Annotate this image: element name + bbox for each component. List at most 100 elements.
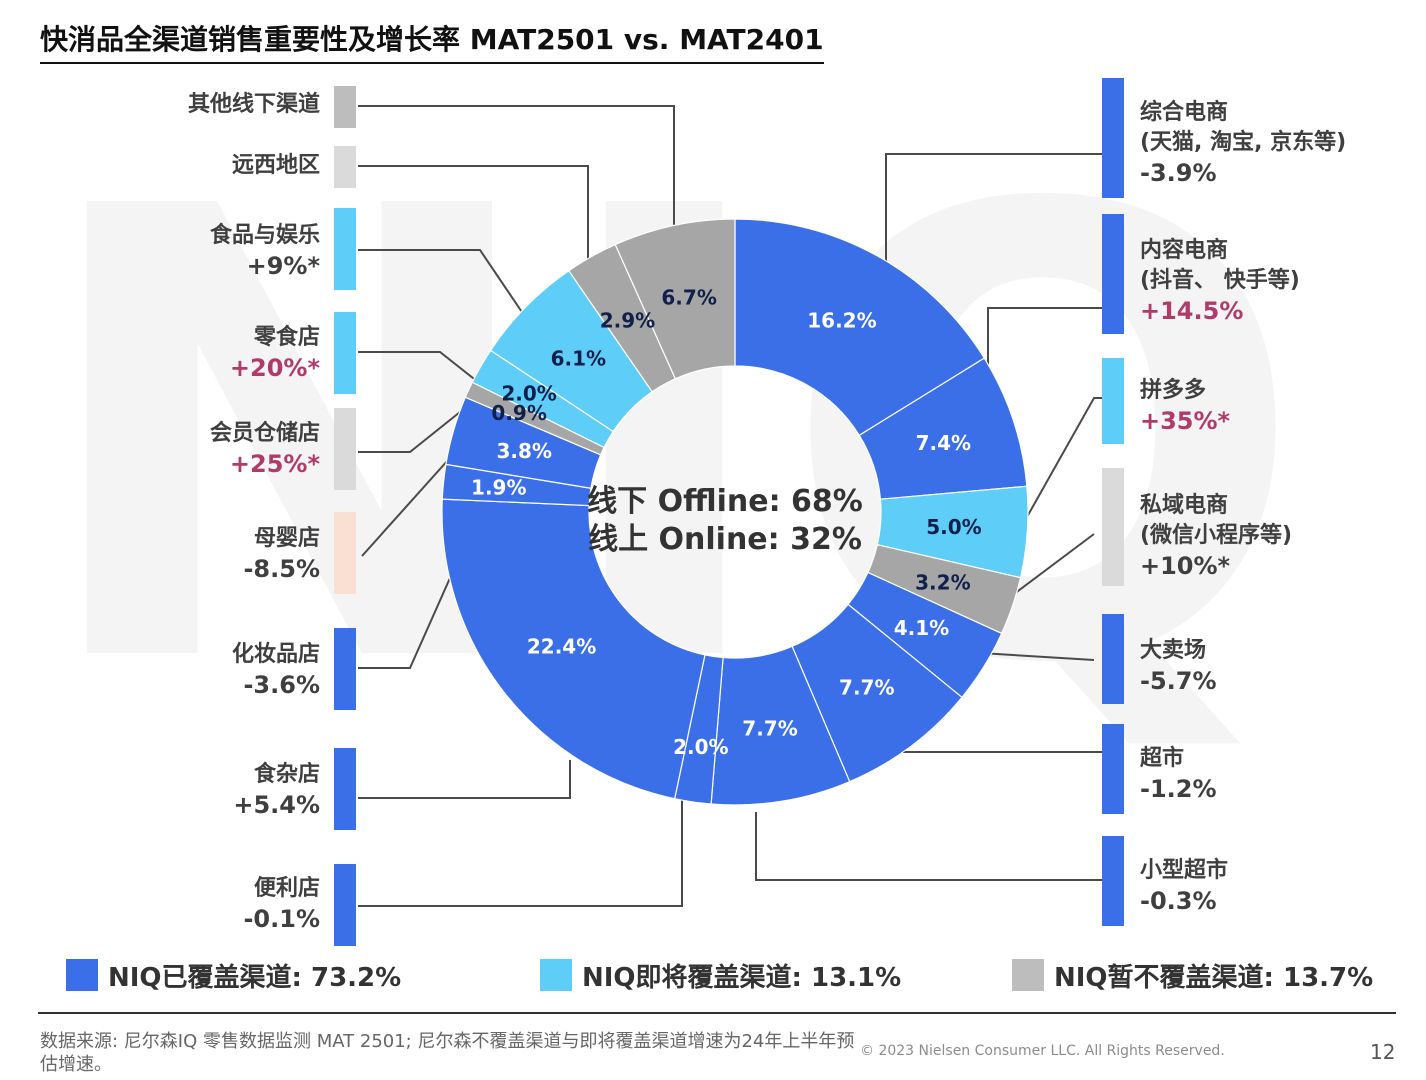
channel-label-general-ecommerce: 综合电商 (天猫, 淘宝, 京东等) -3.9% xyxy=(1140,98,1346,188)
channel-growth: -8.5% xyxy=(243,555,320,583)
slice-value-label: 7.4% xyxy=(916,431,971,455)
channel-growth: -0.1% xyxy=(243,905,320,933)
channel-bar-maternal-baby xyxy=(334,512,356,594)
channel-name: 内容电商 xyxy=(1140,238,1229,263)
leader-line xyxy=(987,307,1102,408)
leader-line xyxy=(755,812,1102,881)
slice-value-label: 6.1% xyxy=(551,346,606,370)
channel-name: 小型超市 xyxy=(1140,858,1229,883)
channel-growth: -0.3% xyxy=(1140,887,1217,915)
channel-bar-pinduoduo xyxy=(1102,358,1124,444)
channel-growth: -3.9% xyxy=(1140,159,1217,187)
slice-value-label: 2.0% xyxy=(501,382,556,406)
channel-bar-far-west xyxy=(334,146,356,188)
channel-sub: (天猫, 淘宝, 京东等) xyxy=(1140,130,1347,155)
channel-name: 零食店 xyxy=(253,325,320,350)
channel-label-snack-store: 零食店 +20%* xyxy=(230,323,320,383)
channel-growth: +10%* xyxy=(1140,552,1231,580)
slice-value-label: 16.2% xyxy=(807,308,876,332)
leader-line xyxy=(358,760,571,799)
channel-bar-hypermarket xyxy=(1102,614,1124,704)
slice-value-label: 0.9% xyxy=(491,401,546,425)
channel-bar-cosmetics xyxy=(334,628,356,710)
legend-label: NIQ已覆盖渠道: 73.2% xyxy=(108,962,402,993)
slice-value-label: 5.0% xyxy=(926,515,981,539)
channel-label-content-ecommerce: 内容电商 (抖音、 快手等) +14.5% xyxy=(1140,236,1300,326)
channel-bar-food-entertainment xyxy=(334,208,356,290)
channel-label-far-west: 远西地区 xyxy=(232,151,320,181)
slice-value-label: 3.2% xyxy=(915,570,970,594)
channel-label-pinduoduo: 拼多多 +35%* xyxy=(1140,376,1230,436)
online-summary: 线上 Online: 32% xyxy=(588,522,862,557)
channel-bar-private-ecommerce xyxy=(1102,468,1124,586)
offline-online-summary: 线下 Offline: 68% 线上 Online: 32% xyxy=(560,483,890,559)
legend-item-upcoming: NIQ即将覆盖渠道: 13.1% xyxy=(540,955,901,995)
channel-label-cosmetics: 化妆品店 -3.6% xyxy=(232,640,320,700)
leader-line xyxy=(358,403,471,453)
channel-sub: (抖音、 快手等) xyxy=(1140,268,1300,293)
channel-growth: +25%* xyxy=(229,450,320,478)
leader-line xyxy=(1013,397,1102,541)
slice-value-label: 2.0% xyxy=(673,735,728,759)
slice-value-label: 3.8% xyxy=(496,439,551,463)
page-number: 12 xyxy=(1370,1040,1396,1064)
legend-swatch xyxy=(1012,959,1044,991)
channel-name: 综合电商 xyxy=(1140,100,1229,125)
channel-bar-snack-store xyxy=(334,312,356,394)
channel-bar-grocery xyxy=(334,748,356,830)
channel-name: 其他线下渠道 xyxy=(187,92,320,117)
slice-value-label: 7.7% xyxy=(839,676,894,700)
channel-name: 食品与娱乐 xyxy=(209,223,320,248)
channel-bar-general-ecommerce xyxy=(1102,78,1124,198)
channel-label-private-ecommerce: 私域电商 (微信小程序等) +10%* xyxy=(1140,491,1292,581)
leader-line xyxy=(358,800,683,907)
slice-value-label: 4.1% xyxy=(894,616,949,640)
channel-name: 母婴店 xyxy=(253,526,320,551)
legend-item-not-covered: NIQ暂不覆盖渠道: 13.7% xyxy=(1012,955,1373,995)
channel-label-maternal-baby: 母婴店 -8.5% xyxy=(243,524,320,584)
channel-label-other-offline: 其他线下渠道 xyxy=(188,90,320,120)
channel-bar-content-ecommerce xyxy=(1102,214,1124,334)
channel-growth: +20%* xyxy=(229,354,320,382)
legend-item-covered: NIQ已覆盖渠道: 73.2% xyxy=(66,955,401,995)
leader-line xyxy=(358,105,675,236)
channel-name: 远西地区 xyxy=(231,153,320,178)
channel-growth: +35%* xyxy=(1140,407,1231,435)
channel-growth: +5.4% xyxy=(233,791,320,819)
slice-value-label: 1.9% xyxy=(471,475,526,499)
channel-label-hypermarket: 大卖场 -5.7% xyxy=(1140,636,1217,696)
channel-bar-warehouse-club xyxy=(334,408,356,490)
legend-swatch xyxy=(66,959,98,991)
legend-label: NIQ暂不覆盖渠道: 13.7% xyxy=(1054,962,1374,993)
channel-growth: -5.7% xyxy=(1140,667,1217,695)
channel-growth: -1.2% xyxy=(1140,775,1217,803)
slice-value-label: 7.7% xyxy=(742,717,797,741)
channel-label-convenience: 便利店 -0.1% xyxy=(243,874,320,934)
channel-bar-supermarket xyxy=(1102,724,1124,814)
channel-name: 超市 xyxy=(1140,746,1185,771)
leader-lines xyxy=(358,105,1102,907)
leader-line xyxy=(358,165,589,276)
copyright: © 2023 Nielsen Consumer LLC. All Rights … xyxy=(860,1043,1225,1059)
channel-name: 食杂店 xyxy=(253,762,320,787)
channel-label-supermarket: 超市 -1.2% xyxy=(1140,744,1217,804)
legend-label: NIQ即将覆盖渠道: 13.1% xyxy=(582,962,902,993)
channel-growth: -3.6% xyxy=(243,671,320,699)
donut-slices xyxy=(441,218,1029,806)
channel-label-grocery: 食杂店 +5.4% xyxy=(233,760,320,820)
channel-name: 化妆品店 xyxy=(231,642,320,667)
channel-bar-other-offline xyxy=(334,86,356,128)
leader-line xyxy=(358,351,479,383)
slice-value-labels: 16.2% 7.4% 5.0% 3.2% 4.1% 7.7% 7.7% 2.0% 22.4% 1.… xyxy=(471,285,982,759)
channel-name: 便利店 xyxy=(253,876,320,901)
slice-value-label: 22.4% xyxy=(527,635,596,659)
donut-slice-8 xyxy=(441,498,706,800)
channel-growth: +14.5% xyxy=(1140,297,1244,325)
page-title: 快消品全渠道销售重要性及增长率 MAT2501 vs. MAT2401 xyxy=(40,18,824,64)
donut-slice-0 xyxy=(734,218,986,437)
channel-name: 拼多多 xyxy=(1140,378,1207,403)
legend-swatch xyxy=(540,959,572,991)
slice-value-label: 2.9% xyxy=(600,309,655,333)
slice-value-label: 6.7% xyxy=(661,285,716,309)
channel-label-warehouse-club: 会员仓储店 +25%* xyxy=(210,419,320,479)
